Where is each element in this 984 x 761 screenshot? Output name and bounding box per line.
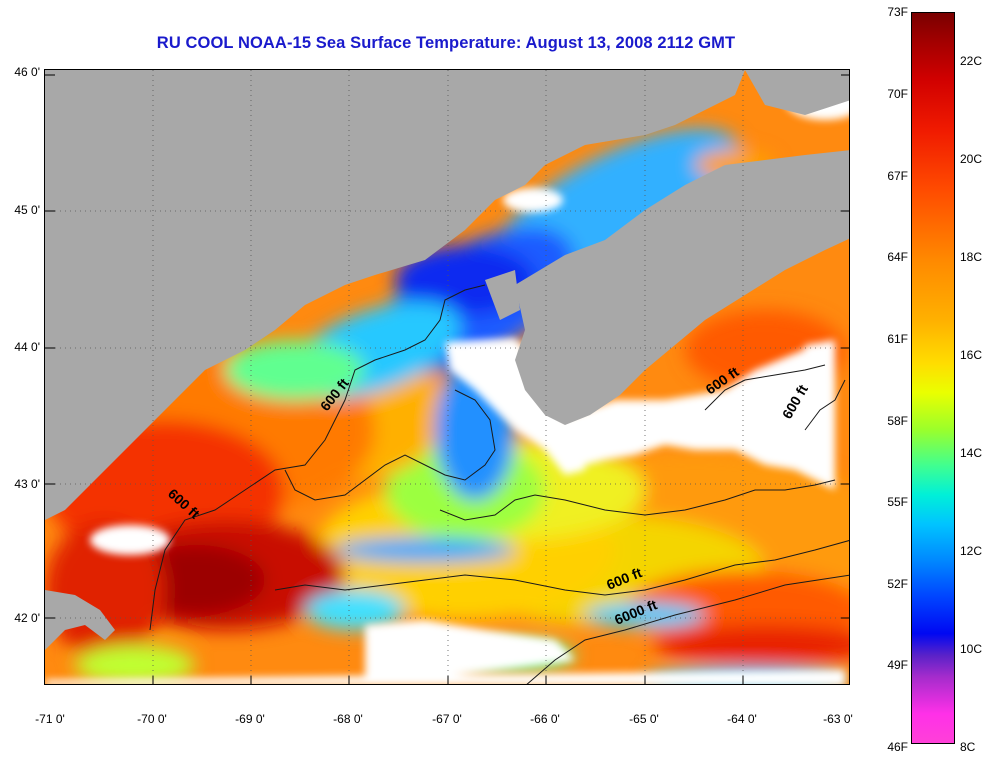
colorbar-c-label: 18C bbox=[960, 250, 983, 264]
colorbar-f-label: 70F bbox=[887, 87, 908, 101]
colorbar-f-label: 49F bbox=[887, 658, 908, 672]
bathymetry-contours bbox=[149, 284, 849, 684]
temperature-colorbar bbox=[911, 12, 955, 744]
lat-label-45: 45 0' bbox=[14, 203, 40, 217]
lon-label-67: -67 0' bbox=[432, 712, 462, 726]
map-title: RU COOL NOAA-15 Sea Surface Temperature:… bbox=[156, 34, 736, 52]
lon-label-68: -68 0' bbox=[333, 712, 363, 726]
colorbar-f-label: 58F bbox=[887, 414, 908, 428]
colorbar-f-label: 46F bbox=[887, 740, 908, 754]
lat-label-44: 44 0' bbox=[14, 340, 40, 354]
colorbar-f-label: 61F bbox=[887, 332, 908, 346]
colorbar-f-label: 64F bbox=[887, 250, 908, 264]
colorbar-f-label: 67F bbox=[887, 169, 908, 183]
colorbar-c-label: 22C bbox=[960, 54, 983, 68]
colorbar-f-label: 52F bbox=[887, 577, 908, 591]
lon-label-69: -69 0' bbox=[235, 712, 265, 726]
lat-label-43: 43 0' bbox=[14, 477, 40, 491]
lon-label-65: -65 0' bbox=[629, 712, 659, 726]
colorbar-f-label: 55F bbox=[887, 495, 908, 509]
colorbar-c-label: 16C bbox=[960, 348, 983, 362]
lat-label-42: 42 0' bbox=[14, 611, 40, 625]
lon-label-64: -64 0' bbox=[727, 712, 757, 726]
colorbar-c-label: 14C bbox=[960, 446, 983, 460]
colorbar-c-label: 20C bbox=[960, 152, 983, 166]
lon-label-63: -63 0' bbox=[823, 712, 853, 726]
cloud-mask bbox=[45, 80, 849, 684]
axis-ticks bbox=[45, 74, 849, 684]
colorbar-c-label: 12C bbox=[960, 544, 983, 558]
lon-label-70: -70 0' bbox=[137, 712, 167, 726]
sst-map: 600 ft 600 ft 600 ft 600 ft 600 ft 6000 … bbox=[44, 69, 850, 685]
sst-map-graphic: 600 ft 600 ft 600 ft 600 ft 600 ft 6000 … bbox=[45, 70, 849, 684]
lat-label-46: 46 0' bbox=[14, 65, 40, 79]
landmass bbox=[45, 70, 849, 650]
lon-label-71: -71 0' bbox=[35, 712, 65, 726]
colorbar-f-label: 73F bbox=[887, 5, 908, 19]
lon-label-66: -66 0' bbox=[530, 712, 560, 726]
colorbar-c-label: 8C bbox=[960, 740, 976, 754]
colorbar-c-label: 10C bbox=[960, 642, 983, 656]
